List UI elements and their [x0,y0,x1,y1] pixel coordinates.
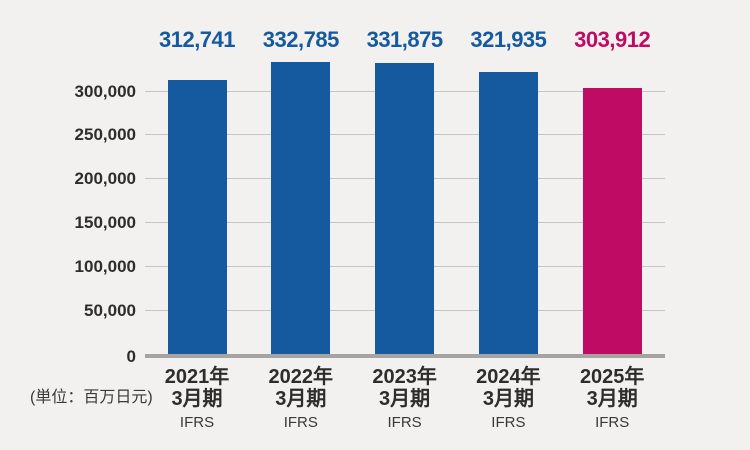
x-category-label-2021年: 2021年 3月期 IFRS [142,366,252,431]
category-period: 3月期 [379,388,431,410]
value-label-2025年: 303,912 [574,27,651,52]
value-label-2024年: 321,935 [470,27,547,52]
x-category-label-2025年: 2025年 3月期 IFRS [557,366,667,431]
bar-2021年 [167,79,227,354]
y-tick-label-150,000: 150,000 [74,213,136,232]
y-tick-label-300,000: 300,000 [74,81,136,101]
y-tick-label-100,000: 100,000 [74,256,136,276]
value-label-2022年: 332,785 [262,27,340,52]
x-category-label-2024年: 2024年 3月期 IFRS [453,366,563,431]
category-year: 2025年 [579,366,645,388]
x-category-label-2023年: 2023年 3月期 IFRS [350,366,460,431]
category-period: 3月期 [586,388,638,410]
x-axis-line [145,354,665,358]
category-accounting-standard: IFRS [387,414,422,431]
category-accounting-standard: IFRS [491,414,526,431]
unit-label: (単位：百万日元) [30,389,153,406]
bar-2022年 [271,62,331,354]
category-year: 2024年 [476,366,541,388]
bar-2023年 [375,63,435,354]
category-accounting-standard: IFRS [595,414,630,431]
y-tick-label-50,000: 50,000 [84,300,136,320]
category-year: 2023年 [372,366,437,388]
category-period: 3月期 [275,388,327,410]
y-tick-label-200,000: 200,000 [74,169,136,189]
x-category-label-2022年: 2022年 3月期 IFRS [246,366,356,431]
category-period: 3月期 [482,388,534,410]
category-year: 2021年 [164,366,230,388]
value-label-2021年: 312,741 [158,27,236,52]
bar-2024年 [478,71,538,354]
category-year: 2022年 [268,366,334,388]
bar-2025年 [582,87,642,354]
value-label-2023年: 331,875 [366,27,444,52]
y-tick-label-250,000: 250,000 [74,125,136,145]
y-tick-label-0: 0 [126,346,136,366]
category-period: 3月期 [171,388,223,410]
category-accounting-standard: IFRS [283,414,318,431]
category-accounting-standard: IFRS [179,414,215,431]
